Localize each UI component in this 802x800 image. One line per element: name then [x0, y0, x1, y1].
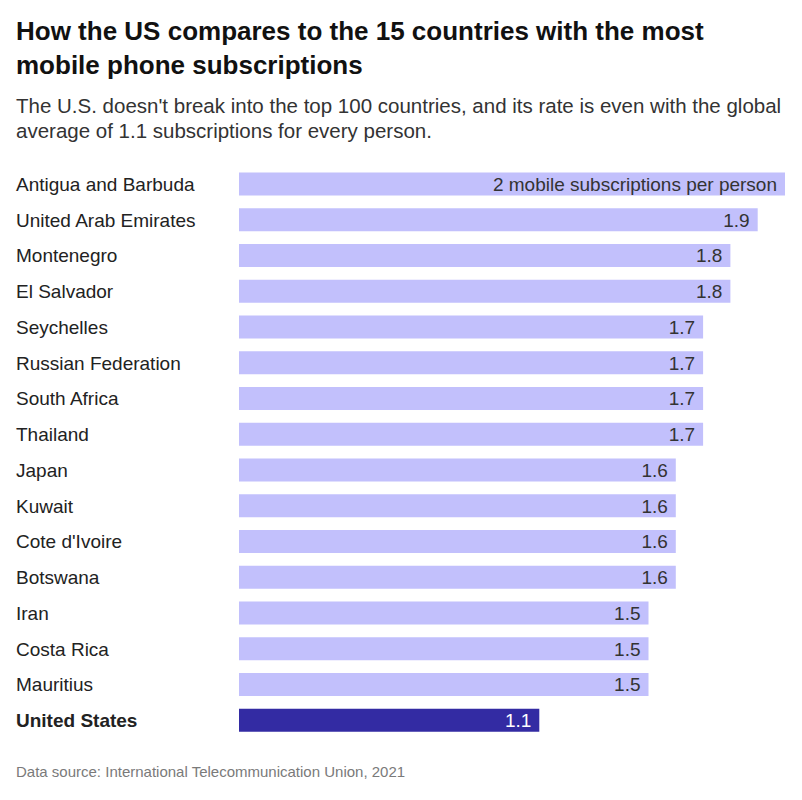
svg-text:Iran: Iran: [16, 603, 49, 624]
svg-text:1.7: 1.7: [669, 424, 695, 445]
svg-text:Japan: Japan: [16, 460, 68, 481]
svg-text:1.9: 1.9: [723, 210, 749, 231]
svg-text:Kuwait: Kuwait: [16, 496, 74, 517]
svg-text:1.7: 1.7: [669, 317, 695, 338]
svg-text:United Arab Emirates: United Arab Emirates: [16, 210, 196, 231]
svg-text:1.6: 1.6: [641, 496, 667, 517]
svg-text:Montenegro: Montenegro: [16, 245, 117, 266]
svg-text:1.8: 1.8: [696, 245, 722, 266]
svg-text:United States: United States: [16, 710, 137, 731]
svg-text:1.7: 1.7: [669, 388, 695, 409]
svg-text:1.7: 1.7: [669, 353, 695, 374]
html-text:How the US compares to the 15: How the US compares to the 15 countries …: [16, 16, 704, 80]
svg-text:1.5: 1.5: [614, 603, 640, 624]
svg-text:South Africa: South Africa: [16, 388, 119, 409]
svg-text:El Salvador: El Salvador: [16, 281, 114, 302]
svg-text:1.8: 1.8: [696, 281, 722, 302]
html-text:Data source: International Tel: Data source: International Telecommunica…: [16, 763, 406, 780]
svg-text:Seychelles: Seychelles: [16, 317, 108, 338]
html-text:The U.S. doesn't break into th: The U.S. doesn't break into the top 100 …: [16, 94, 782, 142]
svg-text:1.5: 1.5: [614, 674, 640, 695]
svg-text:1.1: 1.1: [505, 710, 531, 731]
svg-text:1.6: 1.6: [641, 531, 667, 552]
svg-text:Antigua and Barbuda: Antigua and Barbuda: [16, 174, 195, 195]
svg-text:1.6: 1.6: [641, 567, 667, 588]
svg-text:Mauritius: Mauritius: [16, 674, 93, 695]
svg-text:Russian Federation: Russian Federation: [16, 353, 181, 374]
svg-text:2 mobile subscriptions per per: 2 mobile subscriptions per person: [493, 174, 777, 195]
svg-text:1.6: 1.6: [641, 460, 667, 481]
svg-text:1.5: 1.5: [614, 639, 640, 660]
svg-text:Costa Rica: Costa Rica: [16, 639, 109, 660]
svg-text:Cote d'Ivoire: Cote d'Ivoire: [16, 531, 122, 552]
svg-text:Thailand: Thailand: [16, 424, 89, 445]
svg-text:Botswana: Botswana: [16, 567, 100, 588]
